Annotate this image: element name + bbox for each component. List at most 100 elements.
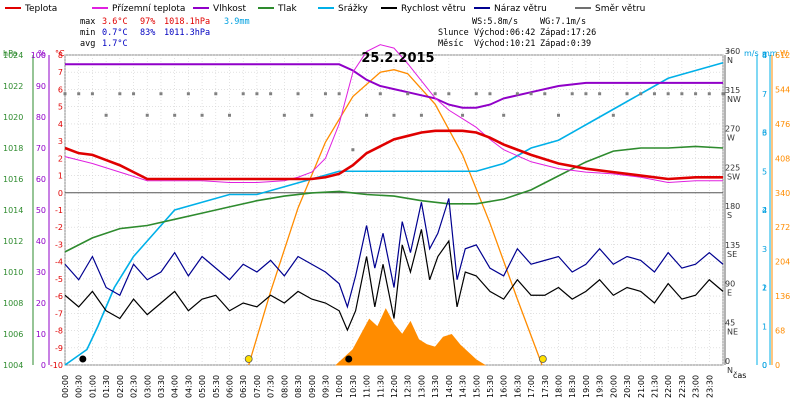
tick-pct: 30: [36, 268, 46, 277]
tick-x: 06:00: [226, 375, 235, 398]
tick-mm: 2: [762, 206, 767, 215]
tick-c: -9: [55, 344, 63, 353]
tick-c: -10: [50, 361, 63, 370]
tick-x: 15:30: [486, 375, 495, 398]
tick-hpa: 1008: [3, 299, 23, 308]
wind-direction-dot: [515, 92, 519, 96]
tick-x: 23:30: [705, 375, 714, 398]
tick-dir-name: E: [727, 289, 732, 298]
tick-pct: 0: [41, 361, 46, 370]
tick-ms: 8: [762, 51, 767, 60]
legend: Teplota Přízemní teplota Vlhkost Tlak Srážky…: [5, 4, 645, 14]
tick-c: 4: [58, 120, 63, 129]
tick-dir-name: N: [727, 56, 733, 65]
tick-pct: 40: [36, 237, 46, 246]
wind-speed-avg: WS:5.8m/s: [472, 17, 518, 27]
stat-max-temp: 3.6°C: [102, 17, 128, 27]
legend-label: Přízemní teplota: [112, 4, 185, 14]
tick-mm: 1: [762, 284, 767, 293]
wind-direction-dot: [228, 113, 231, 117]
stat-max-hum: 97%: [140, 17, 155, 27]
wind-direction-dot: [694, 92, 698, 96]
tick-ms: 6: [762, 129, 767, 138]
wind-direction-dot: [419, 113, 423, 117]
tick-c: -7: [55, 309, 63, 318]
tick-w: 68: [775, 327, 785, 336]
tick-c: 2: [58, 154, 63, 163]
tick-dir-deg: 45: [725, 318, 735, 327]
tick-pct: 10: [36, 330, 46, 339]
tick-x: 08:00: [280, 375, 289, 398]
tick-c: 0: [58, 189, 63, 198]
tick-pct: 70: [36, 144, 46, 153]
stat-min-hum: 83%: [140, 28, 155, 38]
tick-c: 8: [58, 51, 63, 60]
wind-direction-dot: [392, 113, 396, 117]
tick-c: -4: [55, 258, 63, 267]
wind-direction-dot: [159, 92, 163, 96]
series-temperature: [64, 129, 723, 181]
series-solar: [248, 69, 543, 366]
tick-dir-name: W: [727, 134, 735, 143]
wind-direction-dot: [611, 113, 615, 117]
wind-direction-dot: [502, 113, 506, 117]
tick-dir-deg: 225: [725, 163, 740, 172]
tick-w: 272: [775, 223, 790, 232]
wind-direction-dot: [461, 113, 465, 117]
tick-w: 544: [775, 85, 790, 94]
axis-hpa-title: hPa: [3, 49, 18, 58]
axis-c-title: °C: [55, 49, 65, 58]
tick-dir-deg: 315: [725, 86, 740, 95]
tick-x: 17:30: [541, 375, 550, 398]
tick-x: 10:30: [349, 375, 358, 398]
tick-x: 11:30: [376, 375, 385, 398]
wind-direction-dot: [570, 92, 574, 96]
tick-ms: 3: [762, 245, 767, 254]
tick-x: 02:30: [130, 375, 139, 398]
tick-hpa: 1004: [3, 361, 23, 370]
tick-c: 7: [58, 68, 63, 77]
tick-pct: 60: [36, 175, 46, 184]
axis-ms-title: m/s: [744, 49, 759, 58]
tick-ms: 0: [762, 361, 767, 370]
wind-direction-dot: [186, 92, 190, 96]
tick-x: 21:00: [637, 375, 646, 398]
axis-mm-title: mm: [762, 49, 778, 58]
series-wind-gust: [64, 198, 724, 309]
stat-min-press: 1011.3hPa: [164, 28, 210, 38]
tick-mm: 0: [762, 361, 767, 370]
tick-c: 6: [58, 85, 63, 94]
tick-hpa: 1024: [3, 51, 23, 60]
axis-dir-title: °: [726, 49, 730, 58]
wind-direction-dot: [200, 113, 204, 117]
tick-pct: 50: [36, 206, 46, 215]
sun-label: Slunce: [438, 28, 469, 38]
tick-dir-name: N: [727, 366, 733, 375]
tick-x: 18:00: [555, 375, 564, 398]
wind-direction-dot: [474, 92, 478, 96]
tick-x: 04:30: [184, 375, 193, 398]
tick-ms: 4: [762, 206, 767, 215]
tick-dir-name: NE: [727, 327, 738, 336]
tick-x: 10:00: [335, 375, 344, 398]
tick-dir-deg: 135: [725, 241, 740, 250]
tick-x: 07:00: [253, 375, 262, 398]
wind-direction-dot: [310, 113, 314, 117]
wind-direction-dot: [173, 113, 177, 117]
tick-dir-name: SW: [727, 172, 740, 181]
legend-label: Teplota: [24, 4, 57, 14]
tick-w: 204: [775, 258, 790, 267]
wind-direction-dot: [447, 92, 451, 96]
wind-direction-dot: [598, 92, 602, 96]
chart-title: 25.2.2015: [361, 51, 434, 66]
tick-x: 01:30: [102, 375, 111, 398]
tick-x: 09:30: [321, 375, 330, 398]
tick-pct: 100: [31, 51, 46, 60]
moon-label: Měsíc: [438, 39, 464, 49]
tick-ms: 2: [762, 284, 767, 293]
wind-direction-dot: [721, 92, 725, 96]
series-rain: [64, 61, 724, 366]
tick-x: 17:00: [527, 375, 536, 398]
axes: hPa% °C ° m/s mm W100410061008101010121014101…: [3, 47, 790, 398]
